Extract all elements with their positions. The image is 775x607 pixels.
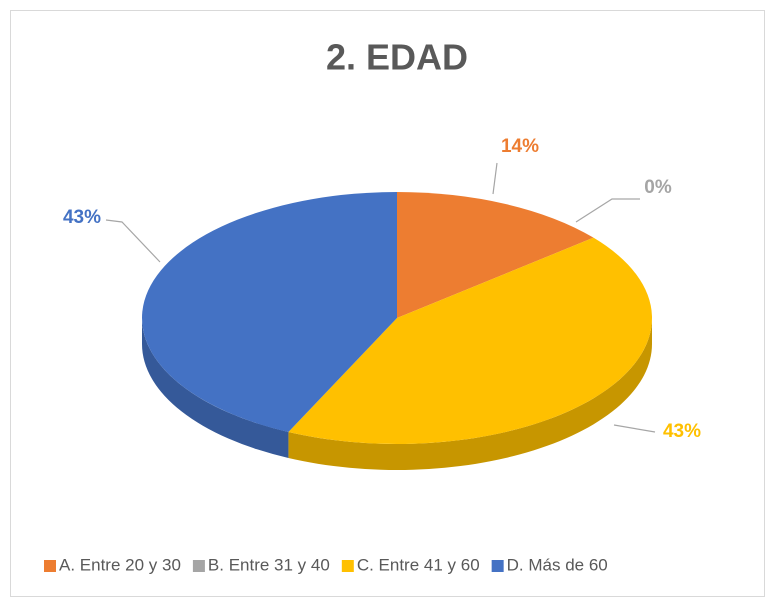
- slice: [288, 237, 653, 445]
- legend-swatch: [491, 560, 504, 572]
- leader-line: [613, 424, 656, 433]
- slice: [142, 192, 397, 433]
- data-label: 14%: [501, 136, 539, 157]
- leader-line: [105, 219, 161, 263]
- slice-side: [142, 318, 289, 459]
- data-label: 0%: [644, 177, 672, 198]
- data-label: 43%: [663, 421, 701, 442]
- legend-label: D. Más de 60: [507, 555, 608, 574]
- legend-swatch: [44, 560, 56, 572]
- data-label: 43%: [63, 207, 101, 228]
- slice-side: [288, 318, 652, 470]
- legend-swatch: [192, 560, 205, 572]
- leader-line: [492, 162, 498, 195]
- legend-label: B. Entre 31 y 40: [208, 555, 330, 574]
- leader-line: [575, 198, 640, 223]
- legend-label: C. Entre 41 y 60: [357, 555, 480, 574]
- slice: [397, 192, 594, 318]
- chart-title: 2. EDAD: [326, 37, 468, 78]
- legend-swatch: [341, 560, 354, 572]
- legend-label: A. Entre 20 y 30: [59, 555, 181, 574]
